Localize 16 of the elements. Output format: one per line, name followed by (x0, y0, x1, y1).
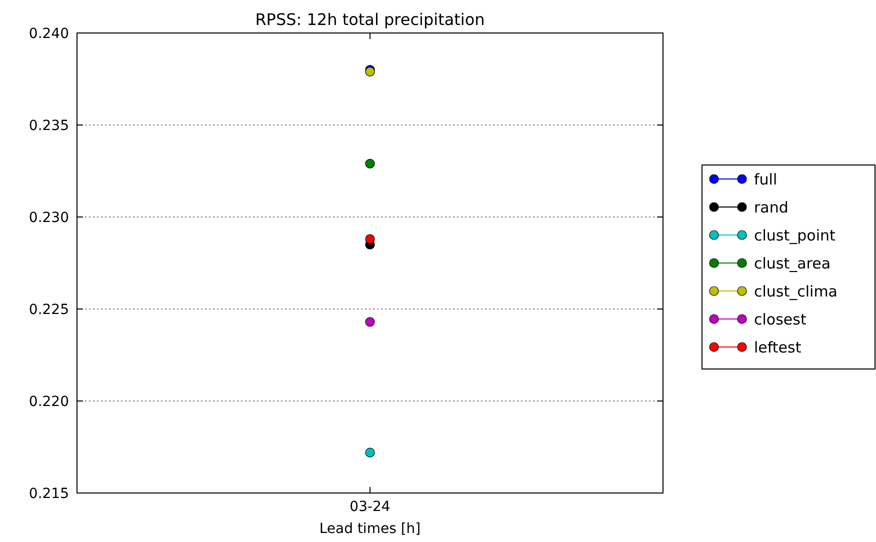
y-tick-label: 0.225 (28, 302, 69, 318)
legend-label: clust_area (754, 254, 831, 272)
y-tick-label: 0.215 (28, 486, 69, 502)
legend-label: clust_clima (754, 282, 838, 300)
y-tick-label: 0.220 (28, 394, 69, 410)
x-tick-label: 03-24 (350, 499, 390, 515)
legend-label: clust_point (754, 226, 836, 244)
legend-label: leftest (754, 338, 802, 356)
y-tick-label: 0.230 (28, 210, 69, 226)
legend-label: full (754, 170, 778, 188)
y-tick-label: 0.240 (28, 26, 69, 42)
x-axis-title: Lead times [h] (319, 521, 421, 537)
legend-label: rand (754, 198, 788, 216)
y-tick-label: 0.235 (28, 118, 69, 134)
chart-title: RPSS: 12h total precipitation (255, 10, 485, 29)
legend-label: closest (754, 310, 806, 328)
